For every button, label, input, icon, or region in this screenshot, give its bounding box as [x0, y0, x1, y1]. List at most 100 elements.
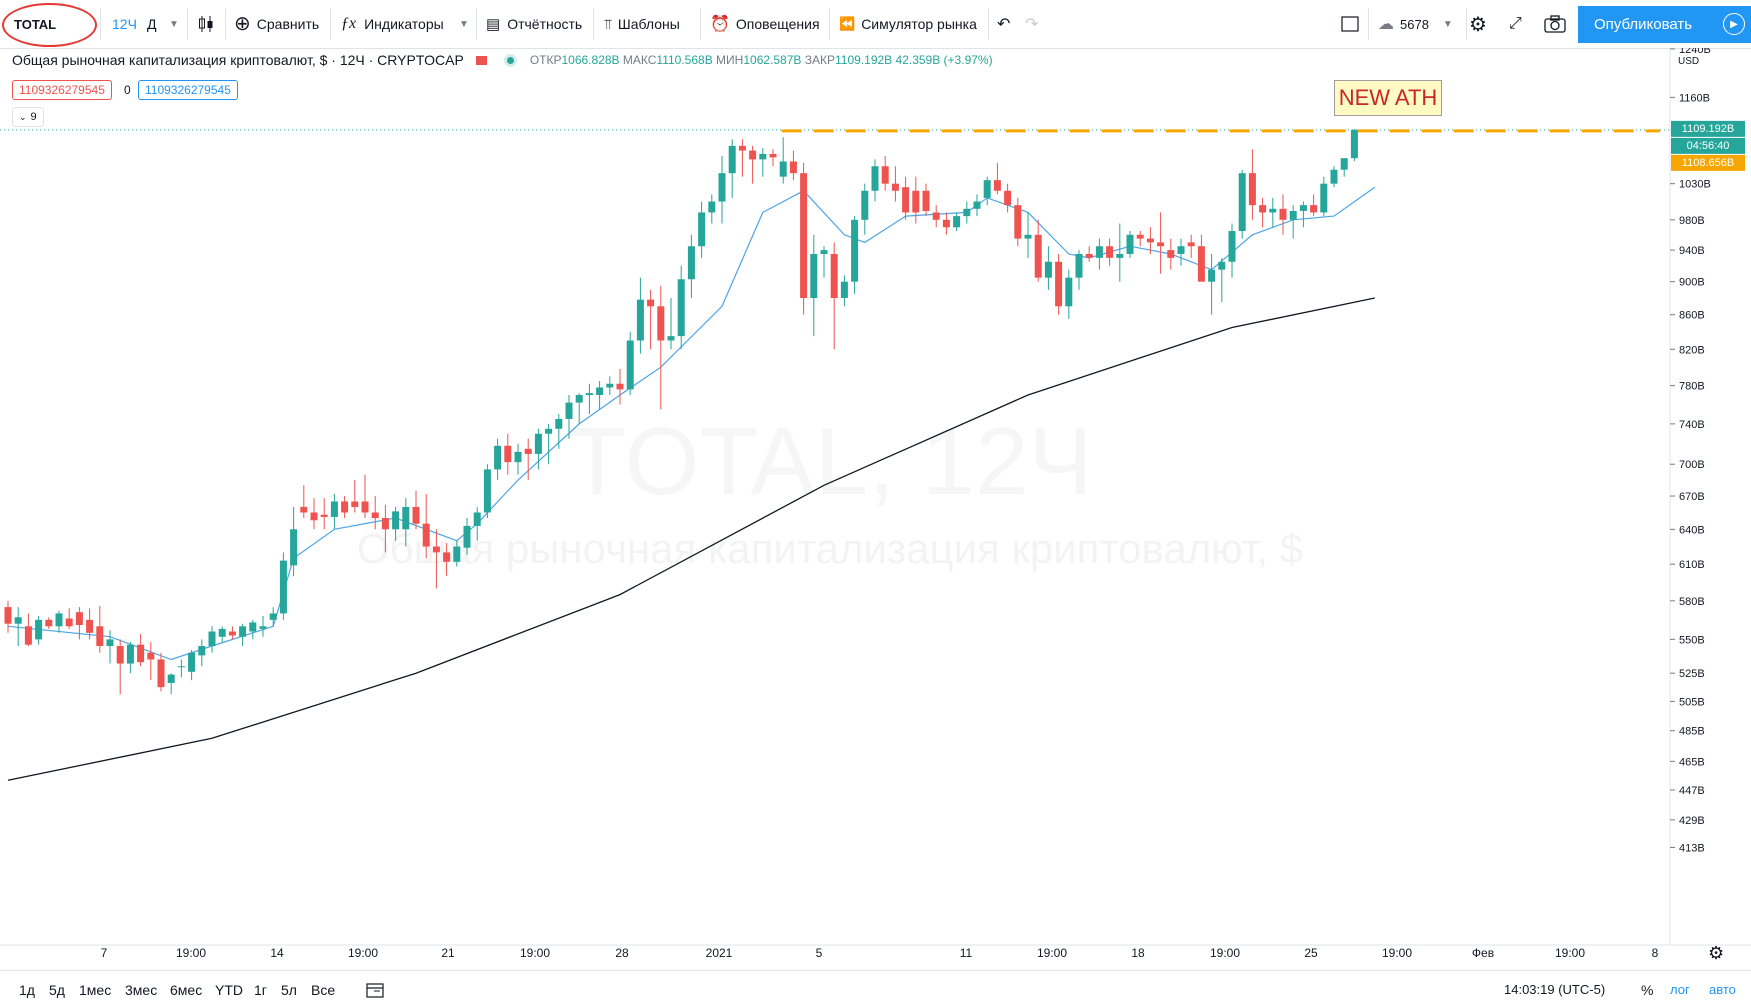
chart-canvas[interactable]: TOTAL, 12Ч Общая рыночная капитализация … — [0, 48, 1751, 970]
buy-button[interactable]: 1109326279545 — [138, 80, 238, 100]
symbol-search[interactable]: TOTAL — [14, 16, 57, 32]
indicators-label: Индикаторы — [364, 16, 444, 32]
range-button[interactable]: 5д — [49, 981, 65, 998]
candle-body — [443, 552, 451, 562]
interval-button[interactable]: 12Ч — [112, 16, 137, 32]
alerts-button[interactable]: ⏰ Оповещения — [710, 0, 820, 48]
chart-style-button[interactable]: Д — [147, 16, 157, 32]
candle-body — [789, 161, 797, 174]
candle-body — [1350, 129, 1358, 159]
high-label: МАКС — [622, 53, 657, 67]
range-button[interactable]: YTD — [215, 981, 243, 998]
candle-body — [993, 180, 1001, 191]
log-toggle[interactable]: лог — [1670, 982, 1690, 997]
new-ath-annotation[interactable]: NEW ATH — [1334, 80, 1442, 116]
candle-body — [626, 340, 634, 390]
fullscreen-icon[interactable]: ⤢ — [1509, 15, 1522, 32]
candle — [810, 234, 818, 337]
templates-button[interactable]: ⫪ Шаблоны — [604, 0, 680, 48]
candle — [1310, 194, 1318, 217]
cloud-save-button[interactable]: ☁ 5678 ▼ — [1378, 0, 1453, 48]
compare-button[interactable]: ⊕ Сравнить — [234, 0, 319, 48]
candle — [86, 608, 94, 640]
candle — [861, 183, 869, 235]
chevron-down-icon[interactable]: ▼ — [169, 18, 179, 30]
candle-body — [1218, 261, 1226, 270]
price-tick-label: 525B — [1679, 668, 1705, 680]
fx-icon: ƒx — [341, 15, 357, 32]
status-dot-icon — [506, 56, 514, 64]
range-button[interactable]: Все — [311, 981, 336, 998]
camera-icon[interactable] — [1544, 0, 1566, 48]
candle — [504, 433, 512, 475]
replay-button[interactable]: ⏪ Симулятор рынка — [839, 0, 977, 48]
chevron-down-icon[interactable]: ▼ — [459, 18, 469, 30]
candle — [1146, 227, 1154, 254]
publish-button[interactable]: Опубликовать ▶ — [1578, 6, 1751, 43]
reports-button[interactable]: ▤ Отчётность — [486, 0, 582, 48]
flag-icon[interactable] — [475, 55, 487, 65]
candle — [881, 156, 889, 191]
auto-toggle[interactable]: авто — [1709, 982, 1736, 997]
candle — [1177, 238, 1185, 266]
time-tick-label: 19:00 — [176, 946, 206, 960]
candle-body — [932, 212, 940, 220]
range-button[interactable]: 1д — [19, 981, 35, 998]
candle — [616, 369, 624, 405]
date-range-icon[interactable] — [366, 971, 384, 1008]
countdown-label: 04:56:40 — [1687, 140, 1730, 152]
candle — [412, 490, 420, 530]
range-button[interactable]: 1мес — [79, 981, 112, 998]
candle — [759, 147, 767, 177]
candle-body — [473, 512, 481, 526]
clock-time[interactable]: 14:03:19 (UTC-5) — [1504, 982, 1606, 997]
candle-body — [983, 180, 991, 198]
candle — [657, 285, 665, 410]
range-button[interactable]: 5л — [281, 981, 297, 998]
candle-body — [157, 659, 165, 688]
candle — [1014, 197, 1022, 247]
price-tick-label: 413B — [1679, 842, 1705, 854]
time-tick-label: 25 — [1304, 946, 1318, 960]
candle — [269, 607, 277, 627]
candle — [371, 496, 379, 530]
candle — [891, 166, 899, 202]
candle — [1279, 194, 1287, 235]
candle-body — [330, 501, 338, 517]
templates-label: Шаблоны — [617, 16, 680, 32]
candle-body — [1106, 246, 1114, 258]
candle-body — [759, 153, 767, 160]
candle — [1085, 246, 1093, 262]
candle-body — [463, 525, 471, 548]
range-button[interactable]: 6мес — [170, 981, 203, 998]
gear-icon[interactable]: ⚙ — [1469, 13, 1487, 36]
sell-button[interactable]: 1109326279545 — [12, 80, 112, 100]
candle-body — [86, 619, 94, 633]
candle — [351, 479, 359, 513]
candle-body — [1197, 246, 1205, 282]
candle-body — [708, 201, 716, 213]
candle-body — [718, 173, 726, 202]
compare-label: Сравнить — [256, 16, 320, 32]
candle-body — [810, 253, 818, 298]
indicators-button[interactable]: ƒx Индикаторы — [341, 0, 444, 48]
indicators-toggle[interactable]: ⌄ 9 — [12, 107, 44, 127]
price-tick-label: 505B — [1679, 696, 1705, 708]
candles-icon[interactable] — [196, 0, 216, 48]
range-button[interactable]: 1г — [254, 981, 267, 998]
candle — [1055, 253, 1063, 315]
candle — [361, 474, 369, 519]
candle-body — [861, 190, 869, 220]
candle — [1238, 169, 1246, 239]
percent-toggle[interactable]: % — [1641, 981, 1654, 998]
candle — [647, 289, 655, 350]
undo-icon[interactable]: ↶ — [997, 16, 1011, 33]
reports-label: Отчётность — [507, 16, 583, 32]
candle-body — [65, 618, 73, 627]
redo-icon[interactable]: ↷ — [1025, 16, 1039, 33]
symbol-highlight-circle — [2, 3, 97, 47]
candle-body — [1187, 242, 1195, 247]
layout-icon[interactable] — [1340, 0, 1360, 48]
candle-body — [290, 529, 298, 566]
range-button[interactable]: 3мес — [125, 981, 158, 998]
